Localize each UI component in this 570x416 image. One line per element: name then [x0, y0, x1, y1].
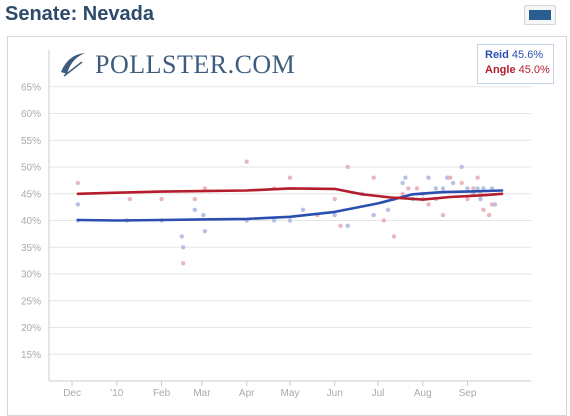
poll-point-angle: [75, 180, 81, 186]
x-tick-label: Feb: [153, 388, 171, 399]
trend-lines: [76, 187, 504, 222]
poll-point-angle: [400, 191, 405, 196]
poll-point-reid: [371, 212, 376, 218]
poll-point-reid: [465, 186, 470, 191]
x-tick-label: '10: [110, 388, 123, 399]
poll-point-angle: [338, 223, 343, 228]
poll-point-reid: [75, 202, 81, 207]
poll-points: [75, 159, 498, 266]
y-tick-label: 15%: [21, 350, 41, 361]
x-tick-label: Aug: [414, 388, 432, 399]
x-tick-label: May: [281, 388, 300, 399]
page-title: Senate: Nevada: [5, 3, 154, 25]
x-tick-label: Jun: [327, 388, 343, 399]
y-tick-label: 40%: [21, 216, 41, 227]
poll-point-angle: [181, 261, 186, 266]
legend-reid-value: 45.6%: [511, 49, 544, 61]
poll-point-reid: [385, 207, 391, 212]
legend-reid-name: Reid: [485, 49, 509, 61]
y-tick-label: 60%: [21, 109, 41, 120]
x-tick-label: Mar: [193, 388, 211, 399]
poll-point-angle: [287, 175, 293, 180]
poll-point-angle: [475, 175, 480, 180]
poll-point-reid: [181, 245, 186, 250]
poll-point-angle: [486, 212, 492, 218]
legend-angle-value: 45.0%: [518, 64, 550, 76]
poll-point-angle: [332, 196, 337, 202]
poll-point-angle: [127, 196, 132, 202]
poll-point-angle: [244, 159, 249, 164]
y-tick-label: 55%: [21, 136, 41, 147]
legend-angle-name: Angle: [485, 64, 516, 76]
poll-point-angle: [406, 186, 411, 191]
y-tick-label: 30%: [21, 270, 41, 281]
poll-point-angle: [391, 234, 397, 239]
poll-point-angle: [489, 202, 495, 207]
trend-line-angle: [76, 187, 504, 201]
poll-point-reid: [271, 218, 277, 223]
poll-point-reid: [481, 186, 486, 191]
poll-point-reid: [403, 175, 408, 180]
poll-point-reid: [179, 234, 184, 239]
x-tick-label: Sep: [459, 388, 477, 399]
poll-point-angle: [202, 186, 208, 191]
poll-point-angle: [426, 202, 431, 207]
y-tick-label: 45%: [21, 189, 41, 200]
poll-point-angle: [471, 186, 476, 191]
axes: 15% 20% 25% 30% 35% 40% 45% 50% 55% 60% 65% Dec '10 F…: [21, 50, 531, 399]
chart-frame: [7, 36, 567, 416]
legend-item-reid[interactable]: Reid 45.6%: [485, 48, 553, 63]
logo-text: POLLSTER.COM: [95, 50, 296, 80]
poll-point-reid: [201, 212, 206, 218]
poll-point-angle: [159, 196, 164, 202]
pollster-logo: POLLSTER.COM: [58, 48, 295, 80]
poll-point-reid: [192, 207, 197, 212]
poll-point-angle: [448, 175, 453, 180]
x-tick-label: Dec: [63, 388, 81, 399]
poll-point-reid: [426, 175, 431, 180]
x-tick-label: Apr: [239, 388, 255, 399]
poll-point-reid: [345, 223, 350, 228]
legend-item-angle[interactable]: Angle 45.0%: [485, 63, 553, 78]
y-tick-label: 35%: [21, 243, 41, 254]
poll-point-reid: [400, 180, 405, 186]
expand-icon: [529, 10, 551, 20]
poll-point-reid: [300, 207, 306, 212]
logo-swoosh-icon: [61, 53, 85, 77]
poll-point-reid: [450, 180, 456, 186]
poll-point-angle: [192, 196, 197, 202]
poll-point-reid: [459, 164, 464, 170]
expand-chart-button[interactable]: [524, 5, 556, 25]
grid-lines: [49, 86, 531, 355]
poll-point-reid: [475, 186, 480, 191]
poll-point-angle: [459, 180, 464, 186]
y-tick-label: 50%: [21, 163, 41, 174]
x-tick-label: Jul: [372, 388, 385, 399]
poll-point-angle: [440, 212, 446, 218]
chart-legend[interactable]: Reid 45.6% Angle 45.0%: [477, 44, 554, 84]
poll-point-angle: [481, 207, 486, 212]
poll-point-angle: [381, 218, 386, 223]
poll-point-angle: [465, 196, 470, 202]
y-tick-label: 25%: [21, 296, 41, 307]
poll-point-reid: [287, 218, 293, 223]
poll-point-reid: [433, 186, 438, 191]
poll-point-angle: [414, 186, 420, 191]
trend-line-reid: [76, 189, 504, 222]
poll-point-reid: [440, 186, 446, 191]
poll-point-angle: [345, 164, 350, 170]
y-tick-label: 65%: [21, 82, 41, 93]
poll-point-reid: [332, 212, 337, 218]
y-tick-label: 20%: [21, 323, 41, 334]
poll-point-reid: [478, 196, 483, 202]
poll-point-reid: [202, 229, 208, 234]
poll-point-angle: [371, 175, 376, 180]
